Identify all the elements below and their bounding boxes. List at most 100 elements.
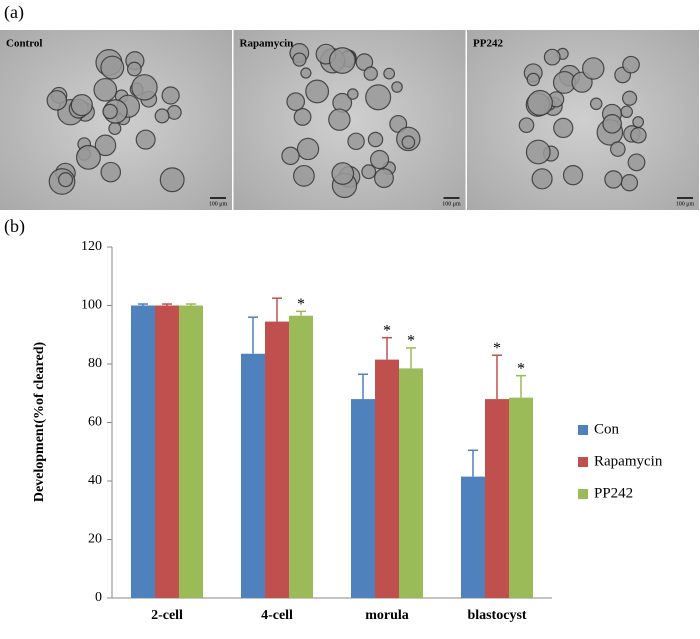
bar xyxy=(351,399,375,598)
significance-mark: * xyxy=(297,296,305,313)
y-tick-label: 60 xyxy=(88,415,102,430)
image-label: PP242 xyxy=(473,38,503,50)
panel-label: (b) xyxy=(4,216,25,237)
error-bar xyxy=(272,297,282,322)
embryo xyxy=(286,92,306,111)
embryo xyxy=(293,164,315,187)
y-tick-label: 80 xyxy=(88,356,102,371)
embryo xyxy=(93,77,118,102)
embryo xyxy=(589,97,603,111)
error-bar xyxy=(296,310,306,316)
embryo xyxy=(328,108,351,131)
embryo xyxy=(70,94,93,117)
significance-mark: * xyxy=(493,340,501,357)
x-tick-label: 4-cell xyxy=(261,608,293,623)
error-bar xyxy=(468,449,478,477)
bar xyxy=(179,305,203,598)
embryo xyxy=(620,105,633,119)
error-bar xyxy=(358,373,368,400)
error-bar xyxy=(162,303,172,306)
embryo xyxy=(383,67,396,80)
embryo xyxy=(401,135,416,150)
bar xyxy=(461,476,485,598)
error-bar xyxy=(492,354,502,400)
embryo xyxy=(622,90,638,106)
embryo xyxy=(135,129,156,150)
embryo xyxy=(531,168,553,190)
embryo xyxy=(518,117,535,133)
embryo xyxy=(166,104,182,120)
image-label: Rapamycin xyxy=(240,38,294,50)
embryo xyxy=(305,79,330,104)
bar xyxy=(399,368,423,598)
embryo xyxy=(553,117,574,139)
embryo xyxy=(293,108,312,126)
embryo xyxy=(126,61,142,77)
embryo xyxy=(58,172,74,188)
embryo xyxy=(292,52,307,67)
error-bar xyxy=(138,303,148,306)
y-tick-label: 20 xyxy=(88,532,102,547)
y-tick-label: 120 xyxy=(81,239,102,254)
embryo xyxy=(331,162,355,185)
embryo xyxy=(100,161,122,183)
x-tick-label: blastocyst xyxy=(467,608,526,623)
embryo xyxy=(100,55,125,80)
embryo xyxy=(610,141,626,157)
image-label: Control xyxy=(6,38,42,50)
embryo xyxy=(46,90,68,111)
embryo xyxy=(374,168,394,189)
bar xyxy=(265,321,289,598)
bar xyxy=(131,305,155,598)
embryo xyxy=(543,48,561,66)
embryo xyxy=(94,134,117,157)
embryo xyxy=(102,103,118,120)
embryo xyxy=(347,132,365,151)
legend-swatch xyxy=(578,425,588,435)
scale-label: 100 μm xyxy=(442,201,461,207)
x-tick-label: morula xyxy=(365,608,409,623)
micrograph xyxy=(467,30,699,210)
bar xyxy=(375,359,399,598)
embryo xyxy=(602,114,622,134)
embryo xyxy=(75,144,101,170)
legend-label: Con xyxy=(594,421,620,437)
bar xyxy=(485,399,509,598)
embryo xyxy=(365,84,392,111)
embryo xyxy=(347,88,359,100)
embryo xyxy=(154,108,170,124)
y-tick-label: 40 xyxy=(88,473,102,488)
embryo xyxy=(161,86,180,105)
error-bar xyxy=(382,336,392,360)
embryo xyxy=(630,127,647,144)
bar xyxy=(509,397,533,598)
scale-label: 100 μm xyxy=(676,201,695,207)
bar xyxy=(155,305,179,598)
significance-mark: * xyxy=(517,360,525,377)
embryo xyxy=(562,165,584,186)
bar xyxy=(241,353,265,598)
embryo xyxy=(363,66,378,81)
y-axis-label: Development(%of cleared) xyxy=(32,342,47,503)
y-tick-label: 100 xyxy=(81,298,102,313)
significance-mark: * xyxy=(383,322,391,339)
embryo xyxy=(526,72,541,87)
panel-label: (a) xyxy=(4,2,24,23)
significance-mark: * xyxy=(407,333,415,350)
embryo xyxy=(159,167,185,193)
scale-label: 100 μm xyxy=(209,201,228,207)
bar xyxy=(289,315,313,598)
legend-swatch xyxy=(578,457,588,467)
embryo xyxy=(131,74,158,101)
embryo xyxy=(296,137,320,161)
error-bar xyxy=(248,316,258,354)
embryo xyxy=(604,170,623,189)
embryo xyxy=(108,121,122,136)
error-bar xyxy=(406,347,416,369)
embryo xyxy=(281,146,300,166)
embryo xyxy=(367,131,384,148)
embryo xyxy=(300,67,312,79)
legend-swatch xyxy=(578,489,588,499)
embryo xyxy=(622,55,640,74)
